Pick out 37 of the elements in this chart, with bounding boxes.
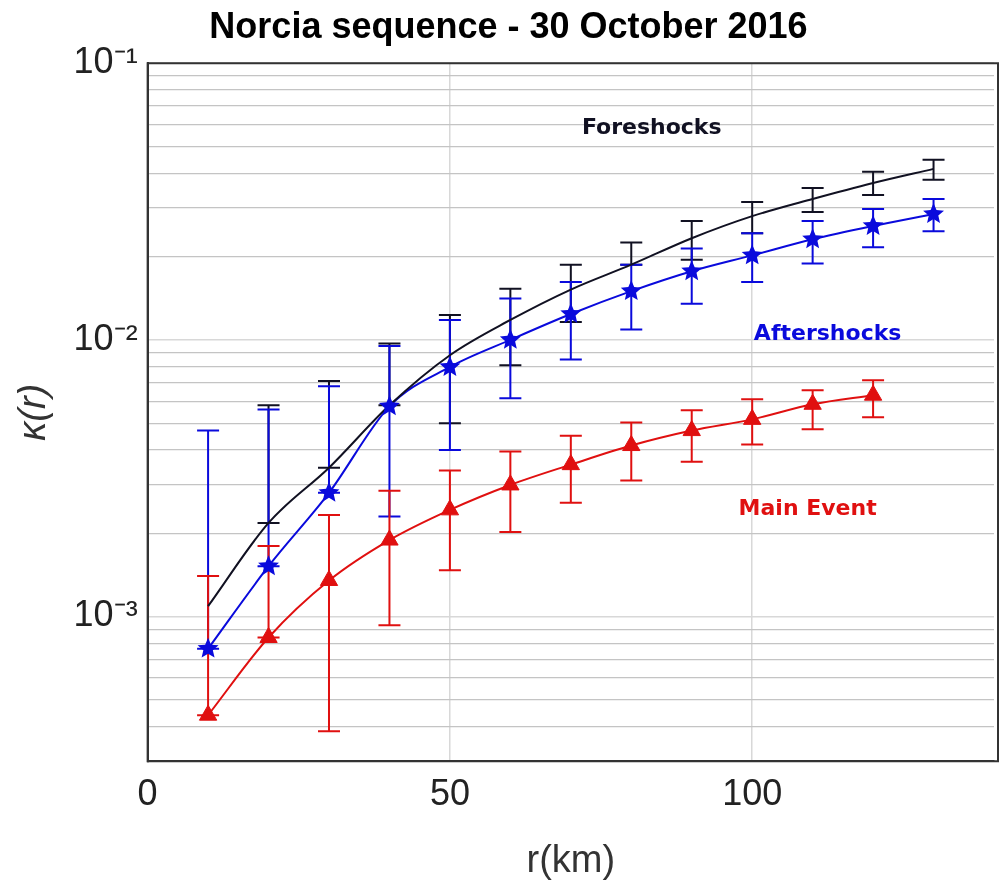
point xyxy=(863,384,883,401)
point xyxy=(802,228,824,249)
y-tick-label: 10⁻² xyxy=(73,316,138,358)
x-tick-label: 0 xyxy=(137,771,158,813)
text: Foreshocks xyxy=(581,113,722,139)
point xyxy=(862,214,884,235)
y-tick-label: 10⁻¹ xyxy=(73,40,138,82)
point xyxy=(681,260,703,281)
point xyxy=(380,529,399,546)
point xyxy=(501,474,520,491)
point xyxy=(258,555,279,576)
point xyxy=(560,303,582,323)
point xyxy=(259,626,278,643)
point xyxy=(620,280,642,301)
point xyxy=(743,408,762,425)
text: Aftershocks xyxy=(753,319,902,345)
point xyxy=(439,355,461,376)
point xyxy=(561,454,580,471)
x-axis-title: r(km) xyxy=(526,837,616,880)
point xyxy=(803,393,822,410)
point xyxy=(741,244,763,265)
text: Main Event xyxy=(738,495,878,521)
point xyxy=(440,499,460,516)
point xyxy=(318,481,340,502)
point xyxy=(319,569,339,586)
x-tick-label: 50 xyxy=(429,771,470,813)
x-tick-label: 100 xyxy=(722,771,783,813)
point xyxy=(682,420,701,437)
y-tick-label: 10⁻³ xyxy=(73,593,138,635)
point xyxy=(378,395,400,416)
point xyxy=(622,435,641,452)
point xyxy=(198,704,218,721)
point xyxy=(499,328,521,349)
y-axis-title: κ(r) xyxy=(11,383,54,441)
chart-title: Norcia sequence - 30 October 2016 xyxy=(209,4,808,46)
point xyxy=(197,637,219,658)
point xyxy=(923,203,945,223)
